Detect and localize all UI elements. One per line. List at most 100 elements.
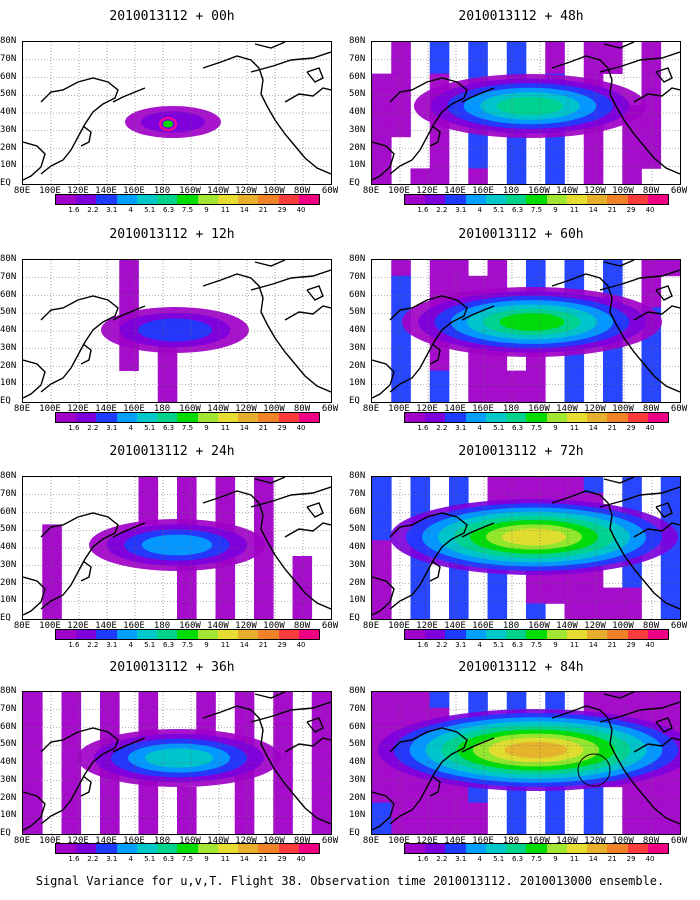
colorbar-label: 40 <box>296 206 306 214</box>
coastlines <box>372 477 680 616</box>
colorbar-swatch <box>258 844 279 853</box>
map <box>22 41 332 185</box>
colorbar-label: 6.3 <box>162 206 175 214</box>
panel-title: 2010013112 + 72h <box>458 444 584 459</box>
colorbar-label: 3.1 <box>106 424 118 432</box>
colorbar-swatch <box>197 630 218 639</box>
coastlines <box>23 260 331 399</box>
colorbar-label: 2.2 <box>436 855 448 863</box>
colorbar-swatch <box>445 413 466 422</box>
colorbar-label: 1.6 <box>68 206 80 214</box>
lon-tick-label: 160W <box>179 186 201 196</box>
colorbar-label: 2.2 <box>87 424 99 432</box>
colorbar-label: 3.1 <box>455 641 467 649</box>
lon-tick-label: 140E <box>95 186 117 196</box>
lat-tick-label: 30N <box>349 774 366 785</box>
coastlines <box>372 42 680 181</box>
colorbar-swatch <box>405 413 426 422</box>
colorbar-label: 4 <box>128 206 133 214</box>
lon-tick-label: 140W <box>207 621 229 631</box>
lat-tick-label: 60N <box>0 506 17 517</box>
colorbar-label: 5.1 <box>144 641 156 649</box>
colorbar-swatch <box>506 844 527 853</box>
lat-tick-label: 70N <box>0 488 17 499</box>
colorbar-swatches <box>404 412 669 423</box>
colorbar-label: 3.1 <box>106 855 118 863</box>
lon-tick-label: 160W <box>179 836 201 846</box>
panel-title: 2010013112 + 24h <box>109 444 235 459</box>
lon-tick-label: 80E <box>362 621 380 631</box>
lon-tick-label: 160E <box>472 186 494 196</box>
colorbar-swatch <box>627 195 648 204</box>
colorbar-label: 3.1 <box>455 206 467 214</box>
lon-tick-label: 120W <box>235 836 257 846</box>
lon-tick-label: 180 <box>502 836 520 846</box>
map <box>22 259 332 403</box>
lat-tick-label: 60N <box>0 289 17 300</box>
colorbar-label: 21 <box>607 641 617 649</box>
colorbar-swatch <box>465 630 486 639</box>
colorbar-label: 11 <box>569 206 579 214</box>
colorbar-label: 21 <box>258 641 268 649</box>
colorbar-label: 6.3 <box>511 206 524 214</box>
colorbar-label: 9 <box>204 206 209 214</box>
lon-tick-label: 160W <box>528 186 550 196</box>
graticule <box>23 477 331 619</box>
colorbar-label: 3.1 <box>455 424 467 432</box>
lat-tick-label: 60N <box>349 289 366 300</box>
lon-tick-label: 80E <box>13 404 31 414</box>
lon-tick-label: 180 <box>502 404 520 414</box>
coastlines <box>372 260 680 399</box>
lon-tick-label: 120W <box>584 836 606 846</box>
colorbar-swatch <box>238 413 259 422</box>
lat-tick-label: 20N <box>349 577 366 588</box>
lon-tick-label: 140W <box>556 186 578 196</box>
lat-tick-label: 80N <box>349 686 366 696</box>
map-canvas <box>372 477 680 619</box>
colorbar-label: 7.5 <box>181 641 194 649</box>
colorbar-swatch <box>217 844 239 853</box>
colorbar-label: 40 <box>645 424 655 432</box>
lon-tick-label: 140E <box>444 186 466 196</box>
colorbar-swatches <box>55 412 320 423</box>
colorbar-swatch <box>566 630 588 639</box>
colorbar-swatch <box>425 413 446 422</box>
colorbar-swatch <box>485 630 507 639</box>
colorbar-label: 14 <box>239 855 249 863</box>
colorbar-label: 7.5 <box>181 424 194 432</box>
colorbar-label: 14 <box>239 206 249 214</box>
lon-tick-label: 180 <box>153 404 171 414</box>
lon-tick-label: 160E <box>123 186 145 196</box>
colorbar-label: 4 <box>128 641 133 649</box>
lat-tick-label: 10N <box>0 810 17 821</box>
colorbar-swatches <box>55 843 320 854</box>
lat-tick-label: 70N <box>0 703 17 714</box>
colorbar-swatch <box>546 630 567 639</box>
lat-tick-label: 40N <box>0 757 17 767</box>
variance-field-core <box>77 729 281 787</box>
coastlines <box>23 42 331 181</box>
lat-tick-label: 10N <box>0 595 17 606</box>
colorbar-label: 5.1 <box>493 206 505 214</box>
lon-tick-label: 120E <box>416 621 438 631</box>
lon-tick-label: 80E <box>362 404 380 414</box>
map <box>371 476 681 620</box>
colorbar-label: 29 <box>626 641 636 649</box>
colorbar-swatch <box>485 413 507 422</box>
map-canvas <box>372 260 680 402</box>
lat-tick-label: 40N <box>0 107 17 117</box>
lat-tick-label: 20N <box>349 360 366 371</box>
panel-title: 2010013112 + 36h <box>109 660 235 675</box>
lat-tick-label: 40N <box>349 542 366 552</box>
lon-tick-label: 100E <box>39 621 61 631</box>
colorbar: 1.6 2.2 3.1 4 5.1 6.3 7.5 9 11 14 21 29 40 <box>55 194 320 214</box>
lon-tick-label: 80E <box>13 186 31 196</box>
colorbar-swatch <box>116 195 137 204</box>
colorbar-label: 11 <box>220 424 230 432</box>
lon-tick-label: 80E <box>13 836 31 846</box>
colorbar-label: 21 <box>607 424 617 432</box>
lon-tick-label: 140E <box>95 404 117 414</box>
lon-tick-label: 160W <box>528 404 550 414</box>
map-canvas <box>23 692 331 834</box>
colorbar-swatch <box>587 844 608 853</box>
